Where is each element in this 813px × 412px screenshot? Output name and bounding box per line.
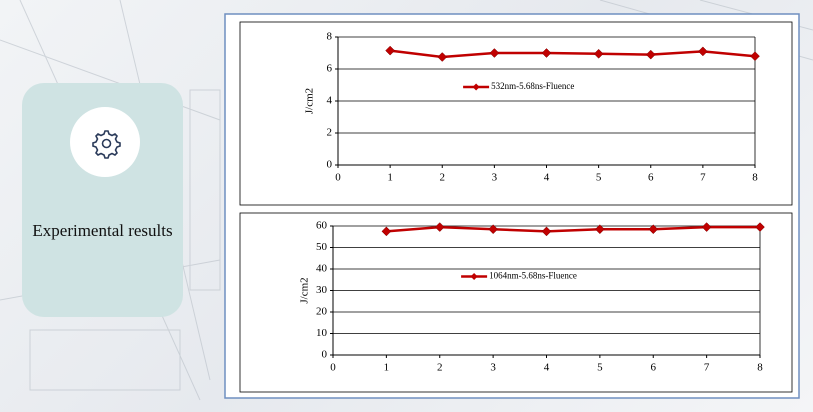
x-tick-label: 5 [597,362,603,374]
point-marker [593,48,604,59]
x-tick-label: 4 [544,172,550,184]
chart-frame [239,21,793,206]
x-tick-label: 2 [437,362,443,374]
y-tick-label: 60 [316,220,328,232]
x-tick-label: 0 [330,362,336,374]
y-tick-label: 10 [316,327,328,339]
point-marker [381,226,392,237]
gear-icon [70,107,140,177]
x-tick-label: 5 [596,172,602,184]
point-marker [488,224,498,235]
series-line [389,49,756,59]
point-marker [750,51,760,62]
legend-marker [470,273,478,280]
y-tick-label: 50 [316,241,328,253]
point-marker [437,52,448,62]
x-tick-label: 6 [648,172,654,184]
y-tick-label: 2 [327,127,333,139]
y-tick-label: 40 [316,263,328,275]
x-tick-label: 1 [384,362,390,374]
y-axis-label: J/cm2 [299,277,311,303]
point-marker [698,46,708,57]
x-tick-label: 3 [490,362,496,374]
point-marker [701,222,712,232]
point-marker [595,224,605,235]
point-marker [755,222,765,232]
point-marker [645,49,656,60]
x-tick-label: 8 [757,362,763,374]
x-tick-label: 4 [544,362,550,374]
y-tick-label: 30 [316,284,328,296]
x-tick-label: 0 [335,172,341,184]
x-tick-label: 1 [387,172,393,184]
point-marker [489,48,500,58]
point-marker [385,45,395,56]
x-tick-label: 7 [700,172,706,184]
legend-label: 1064nm-5.68ns-Fluence [489,271,577,281]
point-marker [648,224,659,235]
gear [92,130,121,159]
y-tick-label: 8 [327,31,333,43]
y-tick-label: 6 [327,63,333,75]
legend-label: 532nm-5.68ns-Fluence [491,81,574,91]
x-tick-label: 6 [651,362,657,374]
y-tick-label: 0 [327,159,333,171]
x-tick-label: 8 [752,172,758,184]
x-tick-label: 2 [440,172,446,184]
topic-card: Experimental results [22,83,183,317]
y-tick-label: 4 [327,95,333,107]
point-marker [541,48,552,58]
legend-marker [472,83,480,91]
y-axis-label: J/cm2 [304,88,316,114]
card-title: Experimental results [32,221,173,240]
y-tick-label: 20 [316,306,328,318]
x-tick-label: 7 [704,362,710,374]
chart-frame [239,212,793,393]
series-line [386,225,760,233]
y-tick-label: 0 [322,349,328,361]
point-marker [434,222,445,232]
point-marker [541,226,552,237]
x-tick-label: 3 [492,172,498,184]
